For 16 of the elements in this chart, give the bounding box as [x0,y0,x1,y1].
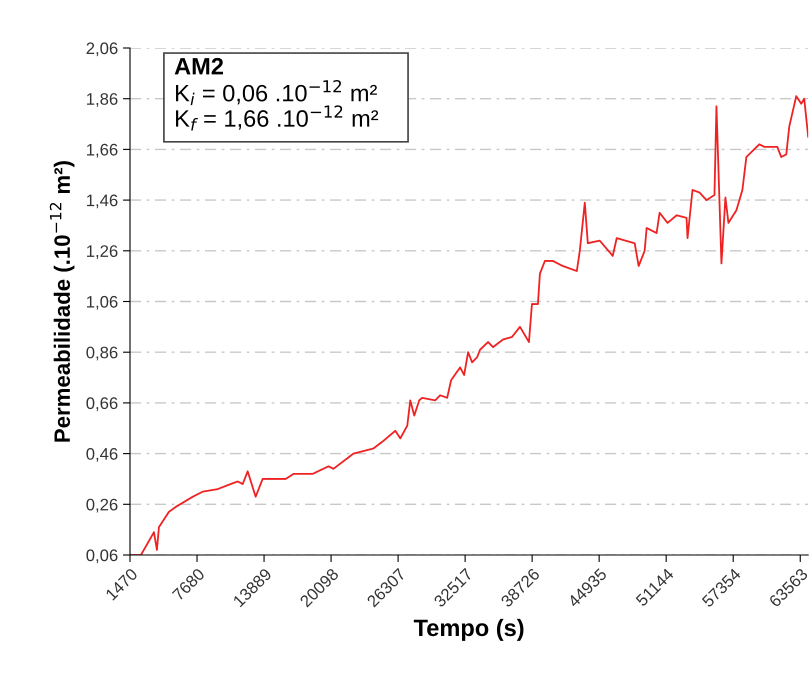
annotation: K$_{f}$ = 1,66 .10$^{−12}$ m² [176,105,378,131]
y-tick-label: 1,46 [87,194,118,208]
y-tick-label: 0,86 [86,346,118,360]
annotation: AM2 [174,58,223,74]
annotation: K$_{i}$ = 0,06 .10$^{−12}$ m² [176,80,377,106]
y-tick-label: 0,06 [86,549,118,564]
y-tick-label: 1,06 [87,296,118,310]
y-tick-label: 1,86 [87,93,118,107]
x-axis-title: Tempo (s) [414,618,524,641]
y-tick-label: 0,26 [86,498,118,512]
y-tick-label: 1,26 [87,245,118,259]
y-tick-label: 2,06 [86,42,118,56]
y-axis-title: Permeabilidade (.10$^{−12}$ m²) [50,161,74,442]
y-tick-label: 1,66 [87,144,118,158]
y-tick-label: 0,46 [86,448,118,462]
y-tick-label: 0,66 [86,397,118,412]
